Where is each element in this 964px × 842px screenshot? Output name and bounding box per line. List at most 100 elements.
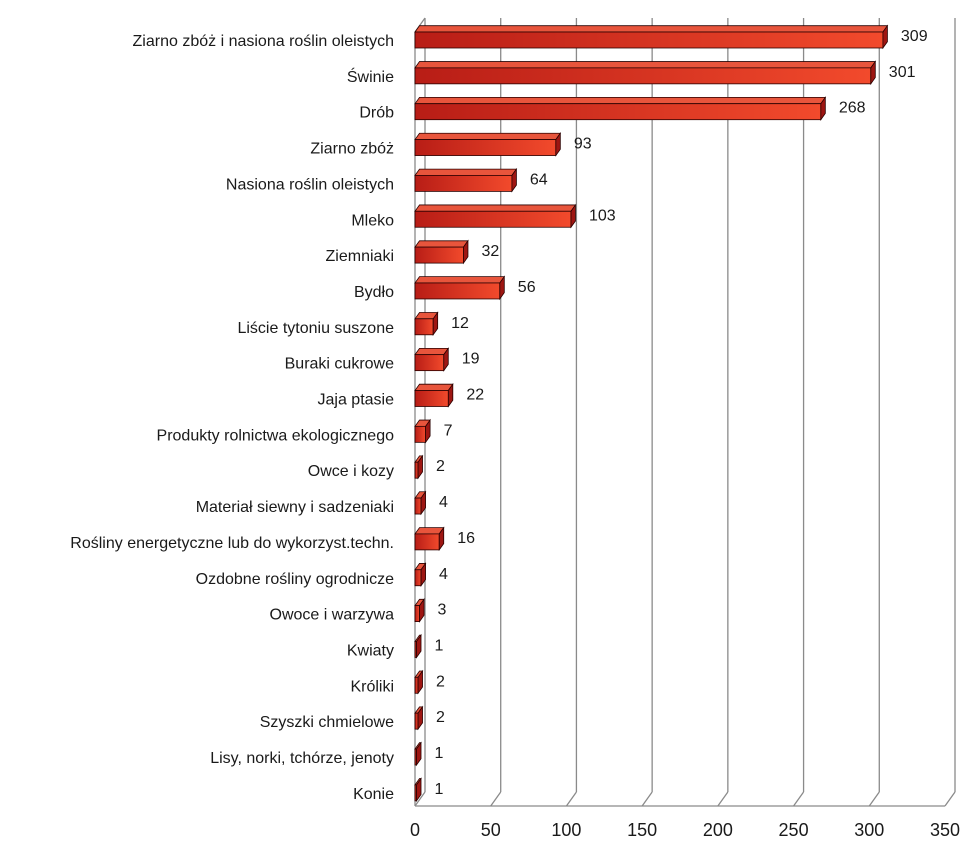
- bar: [414, 60, 877, 86]
- bars-layer: [414, 24, 889, 803]
- bar: [414, 382, 454, 408]
- floor-line-300: [868, 791, 880, 807]
- bar: [414, 633, 422, 659]
- bar-top-face: [414, 383, 454, 391]
- bar-front-face: [414, 354, 445, 372]
- category-label: Ozdobne rośliny ogrodnicze: [196, 571, 394, 588]
- floor-line-350: [944, 791, 956, 807]
- category-label: Króliki: [350, 678, 394, 695]
- bar-front-face: [414, 31, 884, 49]
- category-label: Nasiona roślin oleistych: [226, 176, 394, 193]
- x-tick-label: 150: [627, 820, 657, 840]
- x-tick-label: 50: [481, 820, 501, 840]
- bar: [414, 24, 889, 50]
- bar: [414, 598, 425, 623]
- bar-side-face: [443, 347, 449, 372]
- bar-front-face: [414, 139, 557, 156]
- bar-side-face: [447, 382, 454, 408]
- bar-side-face: [870, 60, 876, 86]
- floor-line-200: [717, 791, 729, 807]
- bar-front-face: [414, 174, 513, 192]
- category-label: Ziarno zbóż i nasiona roślin oleistych: [133, 33, 394, 50]
- bar: [414, 239, 469, 265]
- value-label: 19: [462, 351, 480, 368]
- value-label: 2: [436, 709, 445, 726]
- floor-line-0: [414, 791, 426, 807]
- bar-front-face: [414, 210, 572, 228]
- bar-front-face: [414, 246, 464, 264]
- bar-side-face: [416, 777, 422, 803]
- value-label: 16: [457, 530, 475, 547]
- bar-side-face: [570, 203, 576, 229]
- bar-side-face: [417, 669, 423, 695]
- value-label: 1: [435, 637, 444, 654]
- bar-side-face: [820, 96, 826, 121]
- bar-top-face: [414, 240, 469, 248]
- bar-front-face: [414, 497, 422, 515]
- bar-front-face: [414, 676, 419, 694]
- bar: [414, 705, 424, 731]
- value-label: 2: [436, 673, 445, 690]
- bar: [414, 275, 506, 301]
- labels-layer: 0 50 100 150 200 250 300 350 Ziarno zbóż i nasio…: [70, 28, 960, 840]
- bar: [414, 454, 424, 480]
- bar-front-face: [414, 282, 501, 300]
- bar-top-face: [414, 61, 877, 69]
- value-label: 309: [901, 28, 928, 45]
- category-label: Produkty rolnictwa ekologicznego: [157, 427, 395, 444]
- bar-side-face: [882, 24, 888, 50]
- value-label: 1: [435, 745, 444, 762]
- bar: [414, 526, 445, 552]
- bar: [414, 203, 577, 229]
- bar-front-face: [414, 712, 419, 730]
- category-label: Świnie: [347, 67, 394, 86]
- category-label: Liście tytoniu suszone: [237, 320, 394, 337]
- category-label: Ziemniaki: [326, 248, 394, 265]
- x-tick-label: 100: [551, 820, 581, 840]
- category-label: Mleko: [351, 212, 394, 229]
- x-tick-label: 350: [930, 820, 960, 840]
- bar: [414, 418, 431, 444]
- category-label: Materiał siewny i sadzeniaki: [196, 499, 394, 516]
- floor-line-250: [793, 791, 805, 807]
- bar: [414, 490, 427, 516]
- value-label: 268: [839, 100, 866, 117]
- bar-side-face: [416, 741, 422, 767]
- bar: [414, 741, 422, 767]
- value-label: 1: [435, 781, 444, 798]
- value-label: 22: [466, 387, 484, 404]
- bar-top-face: [414, 25, 889, 33]
- bar-side-face: [511, 167, 517, 193]
- bar-side-face: [420, 490, 426, 516]
- value-label: 93: [574, 136, 592, 153]
- value-label: 103: [589, 207, 616, 224]
- bar-front-face: [414, 390, 449, 407]
- category-label: Lisy, norki, tchórze, jenoty: [210, 750, 394, 767]
- bar-side-face: [417, 454, 423, 480]
- value-label: 32: [481, 243, 499, 260]
- bar-side-face: [463, 239, 469, 265]
- bar-front-face: [414, 533, 440, 551]
- category-label: Buraki cukrowe: [285, 356, 394, 373]
- category-label: Bydło: [354, 284, 394, 301]
- bar-side-face: [425, 418, 431, 444]
- bar-front-face: [414, 569, 422, 587]
- bar-top-face: [414, 276, 506, 284]
- bar-top-face: [414, 168, 518, 176]
- value-label: 56: [518, 279, 536, 296]
- bar-side-face: [416, 633, 422, 659]
- bar: [414, 311, 439, 337]
- bar-front-face: [414, 103, 822, 121]
- floor-line-100: [565, 791, 577, 807]
- x-tick-label: 300: [854, 820, 884, 840]
- category-label: Drób: [359, 105, 394, 122]
- bar-side-face: [420, 562, 426, 587]
- value-label: 3: [438, 602, 447, 619]
- bar-front-face: [414, 605, 420, 622]
- bar: [414, 96, 827, 121]
- category-label: Rośliny energetyczne lub do wykorzyst.te…: [70, 535, 394, 552]
- bar-side-face: [499, 275, 505, 301]
- value-label: 4: [439, 566, 448, 583]
- value-label: 2: [436, 458, 445, 475]
- bar-side-face: [438, 526, 445, 552]
